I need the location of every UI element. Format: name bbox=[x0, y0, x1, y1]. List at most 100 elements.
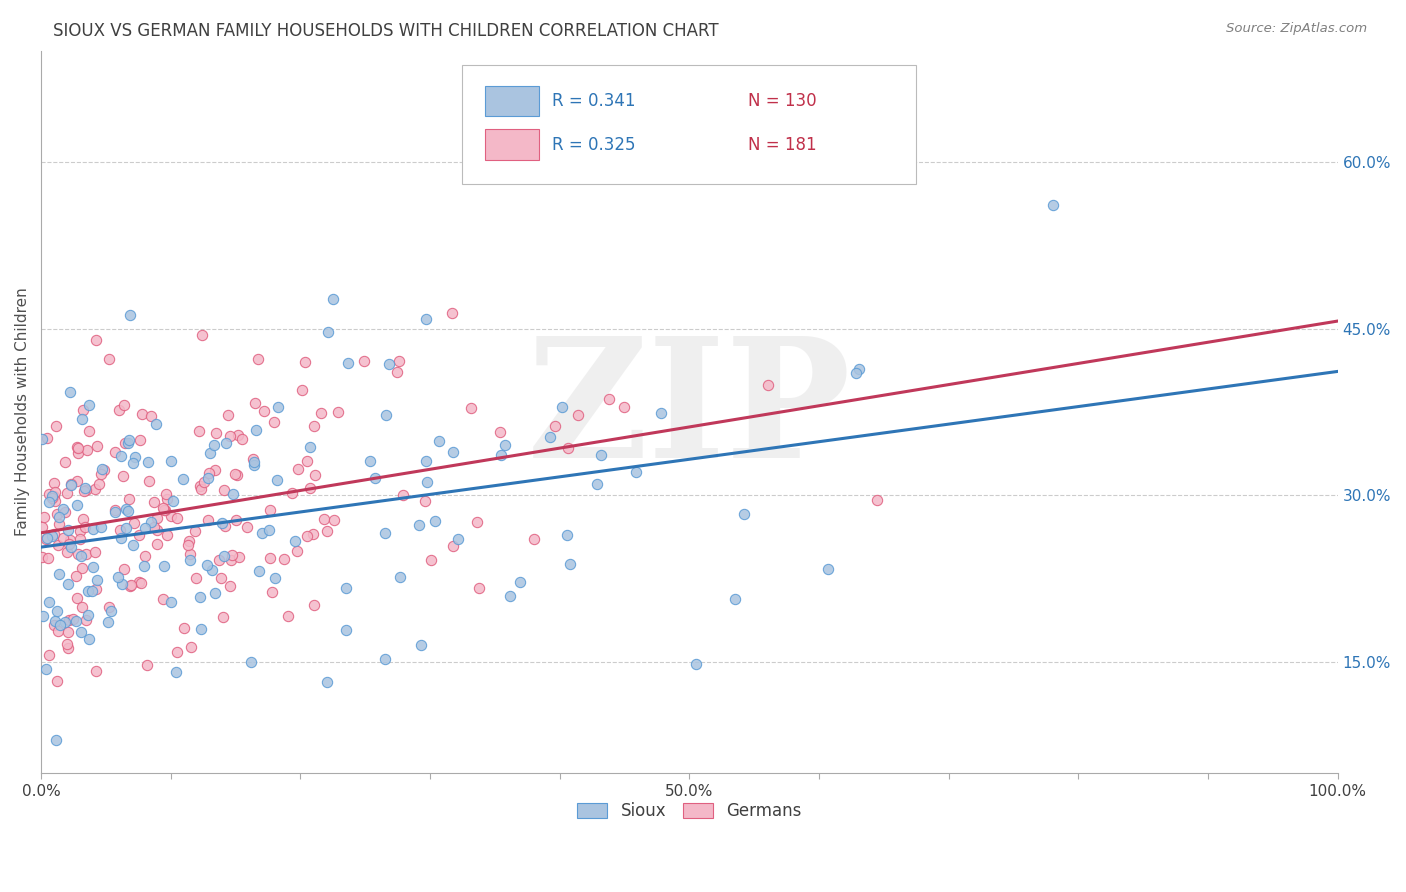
Point bbox=[191, 328, 214, 343]
Point bbox=[225, 513, 247, 527]
Point bbox=[188, 590, 211, 604]
Point bbox=[108, 403, 131, 417]
Point bbox=[538, 430, 561, 444]
Point bbox=[291, 383, 314, 397]
Point bbox=[83, 483, 105, 497]
Point bbox=[45, 673, 67, 688]
Point bbox=[41, 529, 63, 543]
Point bbox=[219, 429, 242, 443]
Point bbox=[58, 537, 80, 551]
Point bbox=[184, 571, 207, 585]
Point bbox=[76, 443, 98, 458]
Point bbox=[195, 558, 218, 573]
Point bbox=[425, 514, 447, 528]
Point bbox=[90, 467, 112, 481]
Point bbox=[166, 511, 188, 525]
Point bbox=[156, 527, 179, 541]
Point bbox=[77, 425, 100, 439]
Bar bbox=[485, 87, 538, 117]
Point bbox=[155, 487, 177, 501]
Point bbox=[557, 442, 579, 456]
Point bbox=[488, 425, 510, 439]
Point bbox=[42, 526, 65, 541]
Point bbox=[60, 540, 83, 554]
Point bbox=[217, 408, 239, 422]
Point bbox=[138, 475, 160, 489]
Point bbox=[52, 531, 75, 545]
Point bbox=[86, 439, 108, 453]
Point bbox=[42, 475, 65, 490]
Point bbox=[260, 584, 283, 599]
Point bbox=[31, 432, 53, 446]
Point bbox=[143, 520, 166, 534]
Point bbox=[79, 398, 101, 412]
Point bbox=[56, 637, 79, 651]
Point bbox=[104, 502, 127, 516]
Point bbox=[122, 538, 145, 552]
Point bbox=[197, 471, 219, 485]
Point bbox=[179, 547, 201, 561]
Point bbox=[42, 489, 65, 503]
Point bbox=[112, 398, 135, 412]
Point bbox=[555, 528, 578, 542]
Point bbox=[45, 419, 67, 434]
Point bbox=[389, 570, 412, 584]
Point bbox=[75, 483, 97, 497]
Point bbox=[48, 517, 70, 532]
Point bbox=[179, 534, 201, 549]
Point bbox=[31, 608, 53, 623]
Point bbox=[322, 292, 344, 306]
Point bbox=[67, 441, 90, 455]
Point bbox=[209, 571, 232, 585]
Point bbox=[66, 591, 89, 605]
Point bbox=[56, 577, 79, 591]
Point bbox=[56, 544, 79, 558]
Point bbox=[67, 446, 90, 460]
Point bbox=[48, 538, 70, 552]
Point bbox=[416, 475, 439, 489]
Point bbox=[115, 502, 138, 516]
Point bbox=[160, 509, 183, 524]
Point bbox=[212, 549, 235, 563]
Point bbox=[301, 527, 323, 541]
Point bbox=[494, 438, 516, 452]
Point bbox=[128, 528, 150, 542]
Point bbox=[77, 632, 100, 646]
Point bbox=[295, 454, 318, 468]
Point bbox=[136, 455, 159, 469]
Point bbox=[117, 504, 139, 518]
Point bbox=[353, 354, 375, 368]
Point bbox=[46, 624, 69, 638]
Point bbox=[42, 617, 65, 632]
Point bbox=[162, 494, 184, 508]
Point bbox=[326, 405, 349, 419]
Point bbox=[52, 502, 75, 516]
Point bbox=[613, 400, 636, 414]
Point bbox=[359, 454, 381, 468]
Point bbox=[62, 612, 84, 626]
Point bbox=[66, 440, 89, 454]
Point bbox=[316, 524, 339, 538]
Point bbox=[120, 308, 142, 322]
Point bbox=[375, 408, 398, 422]
Point bbox=[415, 312, 437, 326]
Point bbox=[35, 662, 58, 676]
Point bbox=[441, 539, 464, 553]
Point bbox=[243, 458, 266, 472]
Point bbox=[184, 524, 207, 538]
Point bbox=[70, 412, 93, 426]
Point bbox=[848, 362, 870, 376]
Point bbox=[107, 570, 129, 584]
Point bbox=[37, 532, 59, 546]
Point bbox=[56, 486, 79, 500]
Point bbox=[65, 569, 87, 583]
Point bbox=[221, 548, 243, 562]
Point bbox=[104, 505, 127, 519]
Point bbox=[31, 549, 53, 564]
Point bbox=[266, 473, 288, 487]
Point bbox=[146, 510, 169, 524]
Point bbox=[129, 576, 152, 591]
Point bbox=[259, 503, 281, 517]
Point bbox=[387, 365, 409, 379]
Point bbox=[253, 404, 276, 418]
